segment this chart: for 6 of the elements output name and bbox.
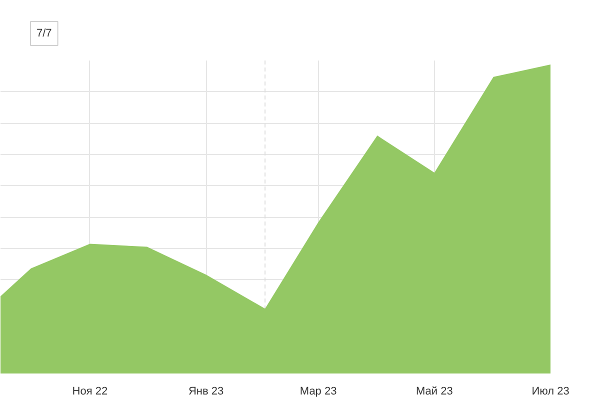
text: 7/7	[36, 28, 52, 40]
x-tick-label: Янв 23	[188, 386, 224, 398]
x-tick-label: Май 23	[416, 386, 453, 398]
x-tick-label: Июл 23	[532, 386, 570, 398]
x-tick-label: Мар 23	[300, 386, 337, 398]
x-tick-label: Ноя 22	[72, 386, 108, 398]
